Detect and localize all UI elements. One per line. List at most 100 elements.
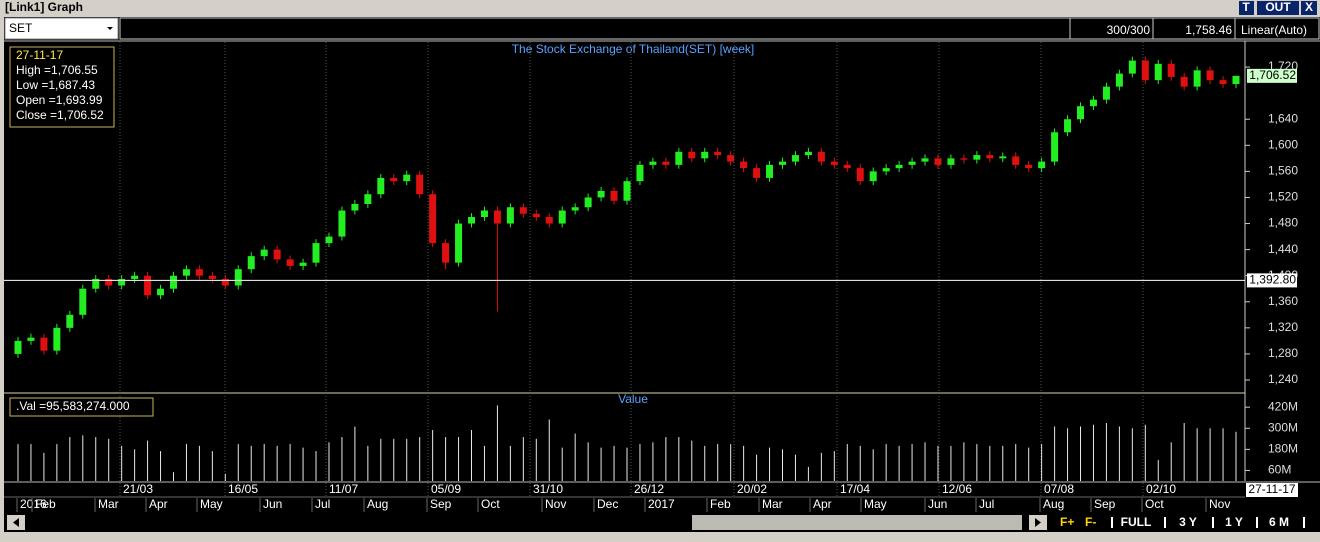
candle-body: [804, 151, 812, 156]
period-bar: [1050, 513, 1320, 532]
button-close-label[interactable]: X: [1305, 0, 1313, 14]
x-tick-label: Mar: [98, 497, 119, 511]
zoom-out[interactable]: F-: [1085, 515, 1096, 529]
candle-body: [338, 210, 346, 237]
candle-body: [429, 194, 437, 244]
crosshair-box: [1247, 273, 1297, 288]
y-tick-label: 1,360: [1268, 294, 1298, 308]
candle-body: [688, 151, 696, 159]
candle-body: [1154, 63, 1162, 81]
candle-body: [1232, 75, 1240, 85]
candle-body: [882, 168, 890, 172]
x-tick-label: Feb: [710, 497, 731, 511]
scroll-thumb[interactable]: [692, 515, 1022, 530]
period-3y[interactable]: 3 Y: [1179, 515, 1197, 529]
candle-body: [1167, 63, 1175, 77]
candle-body: [753, 168, 761, 178]
plot: 21/03 16/05 11/07 05/09 31/10 26/12 20/02 17/04…: [4, 42, 1298, 512]
candle-body: [40, 337, 48, 351]
period-1y[interactable]: 1 Y: [1225, 515, 1243, 529]
candle-body: [92, 278, 100, 289]
candle-body: [468, 217, 476, 224]
candle-body: [740, 161, 748, 169]
x-tick-label: 11/07: [329, 482, 358, 496]
x-tick-label: 21/03: [123, 482, 153, 496]
candle-body: [623, 181, 631, 201]
val-box: [9, 397, 154, 417]
x-tick-label: Jun: [928, 497, 947, 511]
x-tick-label: 20/02: [737, 482, 767, 496]
candle-body: [597, 190, 605, 198]
end-date: 27-11-17: [1248, 482, 1295, 496]
info-box: [9, 46, 115, 128]
button-t-label[interactable]: T: [1242, 0, 1250, 14]
candle-body: [1180, 76, 1188, 87]
y-tick-label: 1,560: [1268, 164, 1298, 178]
y-tick-label: 1,520: [1268, 190, 1298, 204]
scale-field: [1234, 17, 1320, 40]
x-tick-label: Nov: [1209, 497, 1230, 511]
button-out[interactable]: [1257, 1, 1299, 15]
candle-body: [1219, 80, 1227, 85]
y-tick-label: 300M: [1268, 420, 1298, 434]
candle-body: [442, 243, 450, 263]
candle-body: [1012, 156, 1020, 165]
scroll-left-arrow[interactable]: [13, 518, 19, 527]
candle-body: [532, 213, 540, 218]
info-date: 27-11-17: [16, 48, 63, 62]
candle-body: [493, 210, 501, 224]
symbol-select[interactable]: [4, 17, 119, 40]
candle-body: [636, 164, 644, 182]
x-tick-label: Aug: [367, 497, 388, 511]
end-date-box: [1246, 483, 1298, 497]
candle-body: [973, 155, 981, 160]
button-out-label[interactable]: OUT: [1265, 0, 1291, 14]
info-open: Open =1,693.99: [16, 93, 103, 107]
candle-body: [1064, 119, 1072, 133]
candle-body: [234, 269, 242, 286]
dropdown-arrow[interactable]: [107, 27, 113, 30]
candle-body: [1077, 106, 1085, 120]
candle-body: [312, 243, 320, 263]
zoom-in[interactable]: F+: [1060, 515, 1074, 529]
chart-background: [4, 17, 1320, 514]
candle-body: [1115, 73, 1123, 87]
candle-body: [169, 275, 177, 289]
candle-body: [649, 161, 657, 165]
candle-body: [999, 156, 1007, 159]
candle-body: [675, 151, 683, 165]
button-close[interactable]: [1301, 1, 1317, 15]
x-tick-label: Jun: [263, 497, 282, 511]
candle-body: [182, 269, 190, 276]
candle-body: [908, 161, 916, 165]
period-full[interactable]: FULL: [1121, 515, 1152, 529]
period-6m[interactable]: 6 M: [1269, 515, 1289, 529]
candle-body: [714, 151, 722, 156]
scroll-right-arrow[interactable]: [1035, 518, 1041, 527]
candle-body: [157, 288, 165, 296]
x-tick-label: Jul: [979, 497, 994, 511]
button-t[interactable]: [1239, 1, 1254, 15]
candle-body: [1089, 99, 1097, 107]
x-tick-label: Dec: [597, 497, 618, 511]
candle-body: [960, 158, 968, 160]
candle-body: [519, 207, 527, 214]
window-title: [Link1] Graph: [5, 0, 83, 14]
period-separators: [1111, 517, 1305, 528]
scale-text: Linear(Auto): [1241, 23, 1307, 37]
symbol-text[interactable]: SET: [9, 21, 33, 35]
last-price-label: 1,706.52: [1249, 68, 1296, 82]
candle-body: [584, 197, 592, 208]
x-tick-label: Sep: [430, 497, 452, 511]
y-tick-label: 60M: [1268, 463, 1291, 477]
candle-body: [455, 223, 463, 263]
candle-body: [1051, 132, 1059, 162]
candle-body: [79, 288, 87, 315]
separator: [1256, 517, 1258, 528]
val-text: .Val =95,583,274.000: [16, 399, 130, 413]
candle-body: [273, 249, 281, 260]
y-tick-label: 180M: [1268, 442, 1298, 456]
y-tick-label: 1,320: [1268, 320, 1298, 334]
y-tick-label: 420M: [1268, 399, 1298, 413]
x-tick-label: Apr: [813, 497, 832, 511]
